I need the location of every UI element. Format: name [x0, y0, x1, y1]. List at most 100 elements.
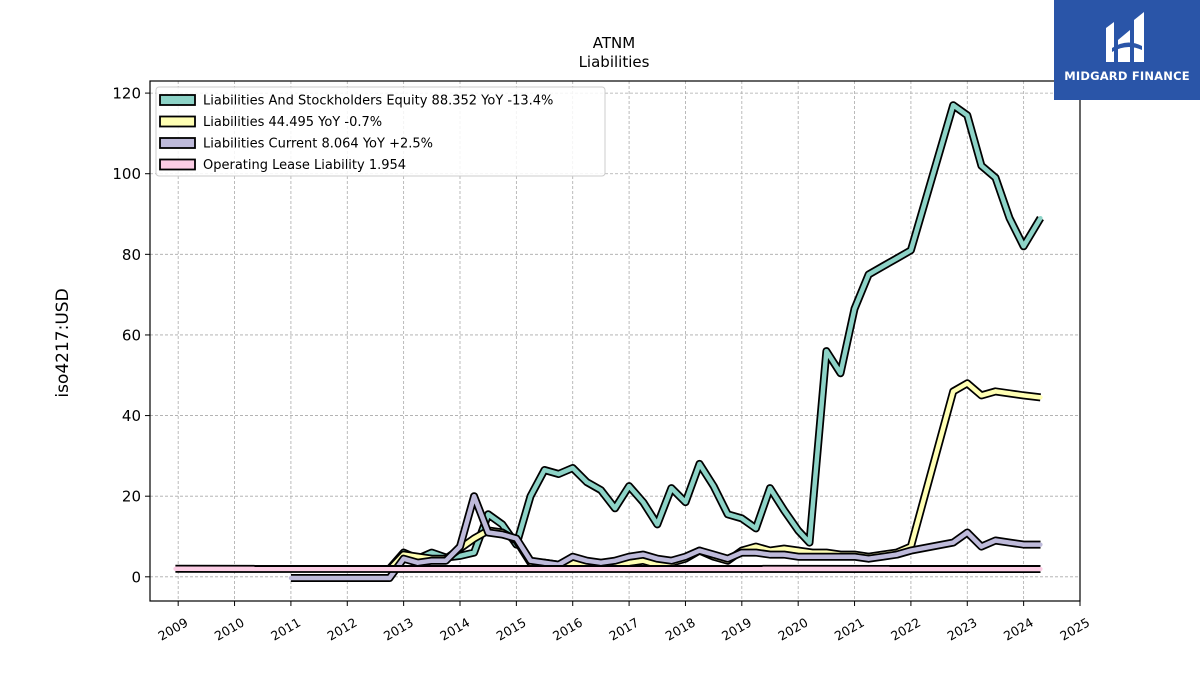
data-point: [753, 544, 759, 549]
data-point: [1007, 391, 1012, 396]
data-point: [500, 522, 505, 527]
data-point: [979, 163, 984, 168]
legend-box: [155, 86, 606, 177]
x-tick-label: 2009: [155, 615, 190, 644]
x-tick-label: 2012: [324, 615, 359, 644]
data-point: [500, 532, 505, 537]
data-point: [1007, 540, 1012, 545]
x-tick-label: 2021: [832, 615, 867, 644]
legend-swatch: [159, 94, 196, 106]
brand-mark-icon: [1106, 12, 1144, 62]
x-tick-label: 2018: [663, 615, 698, 644]
data-point: [979, 544, 984, 549]
data-point: [472, 550, 477, 555]
y-tick-label: 120: [112, 85, 141, 103]
data-point: [514, 536, 519, 541]
data-point: [387, 575, 392, 581]
data-point: [767, 552, 773, 557]
data-point: [951, 540, 956, 545]
data-point: [415, 554, 420, 559]
data-point: [1021, 393, 1026, 398]
data-point: [683, 500, 688, 505]
x-tick-label: 2025: [1057, 615, 1092, 644]
data-point: [1021, 244, 1026, 249]
data-point: [627, 484, 632, 489]
brand-name: MIDGARD FINANCE: [1064, 69, 1190, 83]
data-point: [894, 552, 899, 557]
x-tick-label: 2011: [268, 615, 303, 644]
y-tick-label: 60: [122, 326, 141, 344]
legend-swatch: [159, 115, 196, 128]
data-point: [951, 389, 956, 394]
data-point: [908, 548, 914, 553]
data-point: [457, 553, 463, 559]
x-tick-label: 2010: [212, 615, 247, 644]
data-point: [796, 528, 801, 533]
x-tick-label: 2016: [550, 615, 585, 644]
data-point: [838, 554, 843, 559]
data-point: [796, 548, 801, 553]
data-point: [598, 488, 604, 493]
data-point: [472, 536, 477, 541]
data-point: [429, 558, 434, 563]
data-point: [697, 461, 702, 466]
data-point: [486, 530, 491, 535]
data-point: [753, 526, 759, 531]
legend-label: Operating Lease Liability 1.954: [203, 158, 406, 173]
y-tick-label: 100: [112, 165, 141, 183]
series-line: [290, 493, 1041, 581]
data-point: [739, 550, 744, 555]
y-axis-label: iso4217:USD: [53, 288, 73, 397]
data-point: [598, 560, 604, 565]
data-point: [669, 486, 674, 491]
x-tick-label: 2014: [437, 615, 472, 644]
data-point: [528, 558, 533, 563]
data-point: [824, 554, 829, 559]
plot-frame: [149, 80, 1081, 602]
data-point: [753, 550, 759, 555]
data-point: [838, 371, 843, 376]
data-point: [655, 556, 660, 561]
data-point: [782, 508, 787, 513]
data-point: [1021, 542, 1026, 547]
data-point: [443, 558, 448, 563]
data-point: [472, 494, 477, 499]
data-point: [627, 560, 632, 565]
data-point: [1038, 216, 1043, 221]
data-point: [979, 393, 984, 398]
legend-label: Liabilities Current 8.064 YoY +2.5%: [203, 137, 433, 152]
legend-swatch: [159, 158, 196, 171]
data-point: [641, 558, 646, 563]
data-point: [993, 175, 998, 180]
data-point: [824, 349, 829, 354]
data-point: [542, 467, 547, 473]
data-point: [1038, 566, 1043, 572]
data-point: [1038, 395, 1043, 400]
x-tick-label: 2022: [888, 615, 923, 644]
data-point: [173, 566, 178, 571]
data-point: [641, 552, 646, 557]
data-point: [807, 540, 812, 545]
data-point: [796, 554, 801, 559]
data-point: [810, 554, 815, 559]
chart-subtitle: Liabilities: [579, 53, 650, 71]
data-point: [965, 381, 970, 386]
series-lines: [173, 101, 1044, 582]
data-point: [584, 558, 589, 563]
data-point: [767, 486, 773, 491]
data-point: [711, 484, 716, 489]
data-point: [669, 558, 674, 563]
data-point: [584, 480, 589, 485]
data-point: [612, 506, 618, 511]
data-point: [429, 550, 434, 555]
data-point: [697, 548, 702, 553]
data-point: [486, 512, 491, 517]
data-point: [880, 264, 885, 269]
data-point: [739, 516, 744, 521]
x-tick-label: 2024: [1001, 615, 1036, 644]
data-point: [627, 554, 632, 559]
data-point: [866, 272, 871, 277]
y-tick-label: 40: [122, 407, 141, 425]
data-point: [1007, 216, 1012, 221]
data-point: [993, 389, 998, 394]
